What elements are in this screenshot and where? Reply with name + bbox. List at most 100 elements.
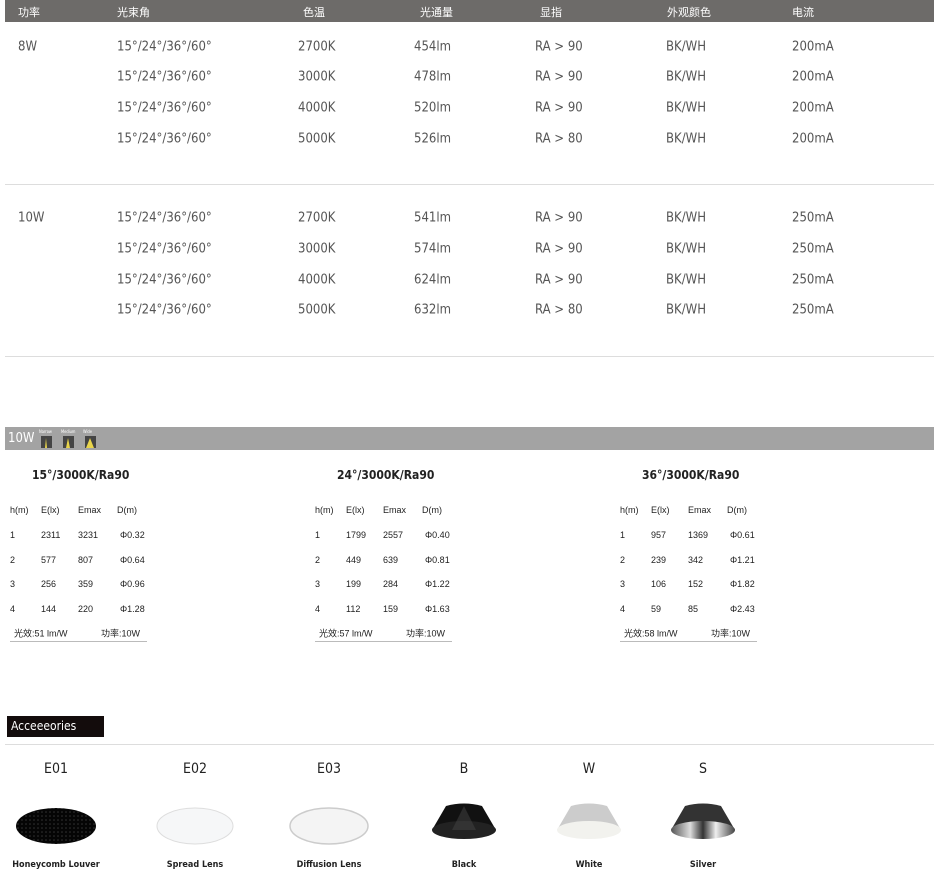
column-header: h(m) <box>315 505 334 515</box>
accessories-label: Acceeeories <box>7 716 104 737</box>
divider <box>5 184 934 185</box>
spec-cell: 200mA <box>792 131 834 147</box>
spec-cell: BK/WH <box>666 210 706 226</box>
spec-cell: 2700K <box>298 39 336 55</box>
photometric-cell: Φ0.40 <box>425 530 450 540</box>
spec-cell: 15°/24°/36°/60° <box>117 241 212 257</box>
spec-cell: 574lm <box>414 241 451 257</box>
column-header: E(lx) <box>346 505 365 515</box>
photometric-cell: Φ1.21 <box>730 554 755 565</box>
spec-cell: 250mA <box>792 302 834 318</box>
spec-cell: RA > 90 <box>535 69 583 85</box>
header-cct: 色温 <box>303 6 325 19</box>
divider <box>5 356 934 357</box>
spec-cell: 250mA <box>792 241 834 257</box>
accessory-code: E01 <box>44 761 68 777</box>
spec-cell: 526lm <box>414 131 451 147</box>
photometric-cell: Φ1.22 <box>425 579 450 589</box>
efficacy-label: 光效:58 lm/W <box>624 628 678 639</box>
accessory-code: E03 <box>317 761 341 777</box>
photometric-cell: 1 <box>315 530 321 540</box>
photometric-cell: 639 <box>383 554 399 565</box>
photometric-title: 24°/3000K/Ra90 <box>337 468 435 482</box>
spec-cell: RA > 90 <box>535 39 583 55</box>
spec-cell: 15°/24°/36°/60° <box>117 100 212 116</box>
diffusion-lens-icon <box>289 806 369 846</box>
photometric-cell: Φ1.63 <box>425 603 450 614</box>
column-header: Emax <box>78 505 102 515</box>
photometric-cell: 1 <box>620 530 626 540</box>
power-cell: 8W <box>18 39 38 55</box>
accessory-code: W <box>582 761 596 777</box>
spec-cell: BK/WH <box>666 241 706 257</box>
accessory-name: Honeycomb Louver <box>12 860 100 870</box>
spec-cell: RA > 90 <box>535 100 583 116</box>
photometric-cell: 85 <box>688 603 699 614</box>
photometric-bar: 10W Narrow Medium Wide <box>5 427 934 450</box>
spec-cell: 200mA <box>792 69 834 85</box>
photometric-cell: 807 <box>78 554 94 565</box>
spread-lens-icon <box>155 806 235 846</box>
photometric-cell: 256 <box>41 579 57 589</box>
header-color: 外观颜色 <box>667 6 711 19</box>
accessory-name: Silver <box>689 860 717 870</box>
spec-cell: 454lm <box>414 39 451 55</box>
narrow-beam-icon: Narrow <box>39 429 52 448</box>
photometric-cell: 220 <box>78 603 94 614</box>
spec-cell: 15°/24°/36°/60° <box>117 272 212 288</box>
spec-cell: BK/WH <box>666 131 706 147</box>
spec-cell: BK/WH <box>666 39 706 55</box>
photometric-cell: 1 <box>10 530 16 540</box>
photometric-cell: 3 <box>620 579 626 589</box>
photometric-cell: 4 <box>315 603 321 614</box>
photometric-cell: 449 <box>346 554 362 565</box>
photometric-cell: 3231 <box>78 530 99 540</box>
column-header: D(m) <box>727 505 747 515</box>
photometric-cell: 112 <box>346 603 361 614</box>
spec-cell: RA > 90 <box>535 241 583 257</box>
header-cri: 显指 <box>540 6 562 19</box>
accessory-code: B <box>459 761 469 777</box>
spec-cell: 200mA <box>792 39 834 55</box>
column-header: Emax <box>688 505 712 515</box>
spec-cell: 3000K <box>298 69 336 85</box>
photometric-cell: 4 <box>620 603 626 614</box>
photometric-cell: 359 <box>78 579 94 589</box>
photometric-cell: 3 <box>315 579 321 589</box>
power-label: 功率:10W <box>711 628 751 639</box>
spec-cell: 5000K <box>298 302 336 318</box>
photometric-cell: 4 <box>10 603 16 614</box>
header-current: 电流 <box>792 6 814 19</box>
photometric-cell: 159 <box>383 603 399 614</box>
photometric-cell: 2 <box>315 554 321 565</box>
photometric-cell: 3 <box>10 579 16 589</box>
underline <box>10 641 147 642</box>
spec-cell: 15°/24°/36°/60° <box>117 302 212 318</box>
white-reflector-icon <box>549 802 629 842</box>
photometric-cell: Φ0.64 <box>120 554 145 565</box>
medium-beam-icon: Medium <box>61 429 75 448</box>
photometric-cell: 2311 <box>41 530 61 540</box>
accessory-name: Spread Lens <box>166 860 224 870</box>
header-lumen: 光通量 <box>420 6 453 19</box>
accessory-code: S <box>699 761 707 777</box>
column-header: D(m) <box>117 505 137 515</box>
divider <box>5 744 934 745</box>
photometric-cell: 2 <box>10 554 16 565</box>
photometric-cell: Φ0.81 <box>425 554 450 565</box>
spec-cell: 520lm <box>414 100 451 116</box>
spec-cell: 5000K <box>298 131 336 147</box>
spec-cell: BK/WH <box>666 100 706 116</box>
spec-cell: 15°/24°/36°/60° <box>117 131 212 147</box>
column-header: Emax <box>383 505 407 515</box>
photometric-title: 15°/3000K/Ra90 <box>32 468 130 482</box>
spec-cell: RA > 90 <box>535 210 583 226</box>
photometric-cell: Φ0.32 <box>120 530 145 540</box>
header-power: 功率 <box>18 6 40 19</box>
underline <box>620 641 757 642</box>
spec-cell: BK/WH <box>666 272 706 288</box>
photometric-cell: 2557 <box>383 530 404 540</box>
spec-cell: 200mA <box>792 100 834 116</box>
column-header: h(m) <box>10 505 29 515</box>
silver-reflector-icon <box>663 802 743 842</box>
